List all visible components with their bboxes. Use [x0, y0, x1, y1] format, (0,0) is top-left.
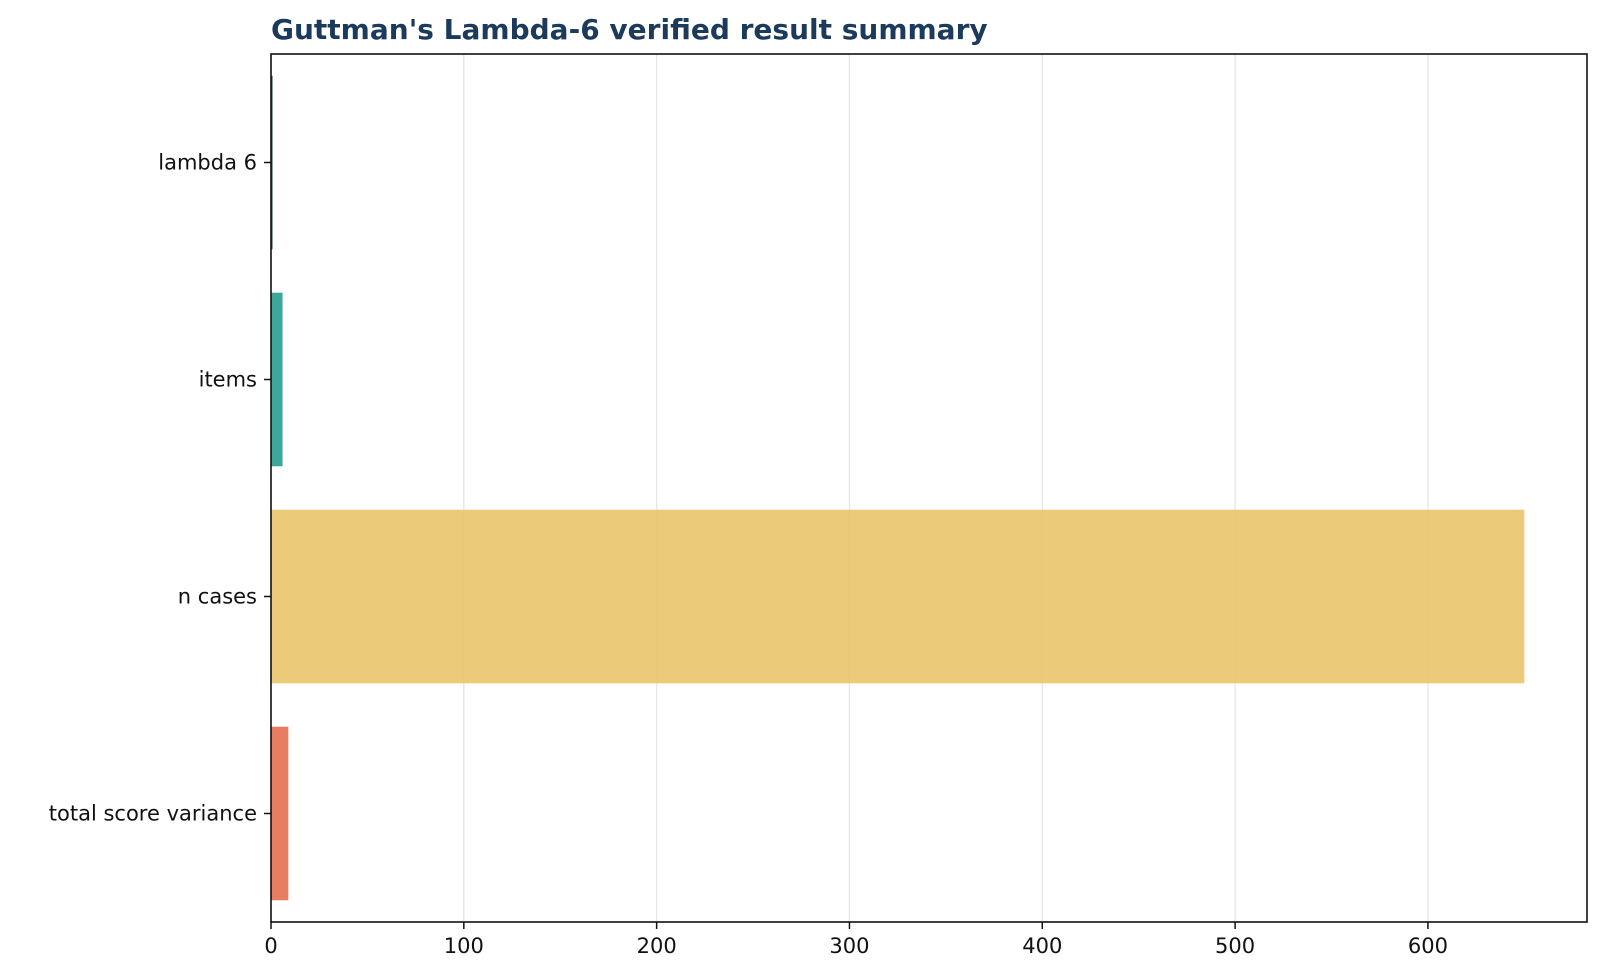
y-tick-label: items	[199, 368, 257, 392]
x-tick-label: 100	[444, 934, 484, 958]
chart-title: Guttman's Lambda-6 verified result summa…	[271, 13, 988, 46]
y-tick-label: lambda 6	[158, 151, 257, 175]
x-tick-label: 400	[1022, 934, 1062, 958]
bars	[271, 75, 1525, 901]
x-tick-label: 200	[637, 934, 677, 958]
bar	[271, 292, 283, 467]
bar	[271, 726, 289, 901]
x-axis: 0 100 200 300 400 500 600	[264, 922, 1448, 958]
x-tick-label: 500	[1215, 934, 1255, 958]
plot-frame	[270, 53, 1588, 923]
grid-lines	[270, 54, 1429, 922]
x-tick-label: 600	[1408, 934, 1448, 958]
y-tick-label: total score variance	[49, 802, 257, 826]
y-axis: lambda 6 items n cases total score variance	[49, 151, 271, 826]
x-tick-label: 300	[829, 934, 869, 958]
y-tick-label: n cases	[178, 585, 257, 609]
bar	[271, 509, 1525, 684]
x-tick-label: 0	[264, 934, 277, 958]
